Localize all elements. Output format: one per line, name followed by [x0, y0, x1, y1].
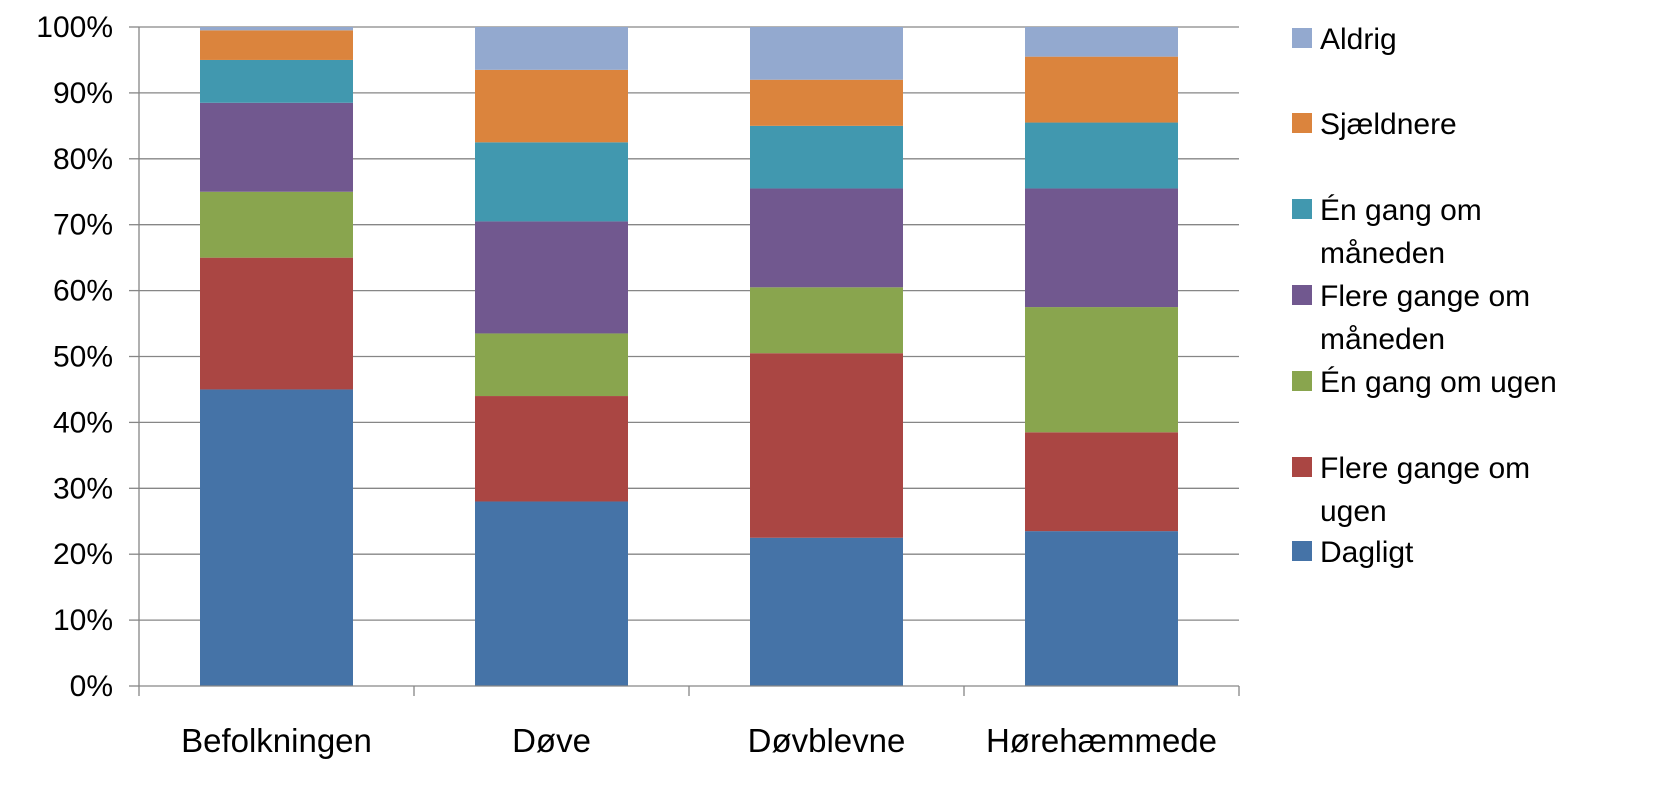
bar-segment-døve-s5 [475, 69, 628, 143]
bar-segment-befolkningen-s5 [200, 30, 353, 60]
bar-segment-befolkningen-s1 [200, 257, 353, 390]
y-tick-label: 70% [53, 209, 113, 242]
bar-segment-døve-s6 [475, 27, 628, 70]
legend-label: ugen [1320, 495, 1387, 528]
bar-segment-hørehæmmede-s3 [1025, 188, 1178, 308]
bar-segment-døve-s2 [475, 333, 628, 397]
y-tick-label: 50% [53, 341, 113, 374]
legend-label: måneden [1320, 237, 1445, 270]
x-tick-label: Hørehæmmede [986, 722, 1217, 759]
bars [200, 27, 1178, 686]
y-tick-label: 80% [53, 143, 113, 176]
bar-segment-hørehæmmede-s4 [1025, 122, 1178, 189]
bar-segment-døvblevne-s3 [750, 188, 903, 288]
x-tick-label: Døvblevne [748, 722, 906, 759]
y-tick-label: 20% [53, 538, 113, 571]
legend-swatch [1292, 113, 1312, 133]
legend: Aldrig Sjældnere Én gang om måneden Flere ga… [1292, 23, 1557, 569]
bar-segment-befolkningen-s2 [200, 191, 353, 258]
bar-segment-befolkningen-s6 [200, 27, 353, 31]
bar-segment-døvblevne-s6 [750, 27, 903, 80]
bar-segment-hørehæmmede-s5 [1025, 56, 1178, 123]
legend-label: Dagligt [1320, 536, 1414, 569]
y-tick-label: 90% [53, 77, 113, 110]
bar-segment-døve-s0 [475, 501, 628, 686]
bar-segment-døvblevne-s2 [750, 287, 903, 354]
legend-swatch [1292, 541, 1312, 561]
bar-segment-døve-s4 [475, 142, 628, 222]
y-tick-label: 30% [53, 472, 113, 505]
legend-label: Én gang om [1320, 194, 1482, 227]
y-tick-label: 0% [70, 670, 113, 703]
legend-label: Flere gange om [1320, 452, 1530, 485]
bar-segment-hørehæmmede-s6 [1025, 27, 1178, 57]
y-tick-label: 40% [53, 406, 113, 439]
legend-label: måneden [1320, 323, 1445, 356]
legend-swatch [1292, 457, 1312, 477]
axes: 0% 10% 20% 30% 40% 50% 60% 70% 80% 90% 100% Befolkn… [36, 11, 1240, 759]
y-tick-label: 60% [53, 275, 113, 308]
x-tick-label: Døve [512, 722, 591, 759]
bar-segment-døve-s1 [475, 396, 628, 502]
legend-swatch [1292, 28, 1312, 48]
legend-label: Sjældnere [1320, 108, 1457, 141]
legend-swatch [1292, 371, 1312, 391]
bar-segment-døvblevne-s1 [750, 353, 903, 538]
x-tick-label: Befolkningen [181, 722, 372, 759]
bar-segment-hørehæmmede-s1 [1025, 432, 1178, 532]
legend-label: Aldrig [1320, 23, 1397, 56]
bar-segment-døvblevne-s0 [750, 537, 903, 686]
bar-segment-døvblevne-s4 [750, 125, 903, 189]
legend-label: Én gang om ugen [1320, 366, 1557, 399]
y-tick-label: 10% [53, 604, 113, 637]
legend-label: Flere gange om [1320, 280, 1530, 313]
legend-swatch [1292, 285, 1312, 305]
bar-segment-hørehæmmede-s0 [1025, 531, 1178, 686]
bar-segment-hørehæmmede-s2 [1025, 307, 1178, 433]
bar-segment-befolkningen-s0 [200, 389, 353, 686]
bar-segment-døvblevne-s5 [750, 79, 903, 126]
y-tick-label: 100% [36, 11, 113, 44]
bar-segment-befolkningen-s4 [200, 59, 353, 103]
bar-segment-befolkningen-s3 [200, 102, 353, 192]
legend-swatch [1292, 199, 1312, 219]
bar-segment-døve-s3 [475, 221, 628, 334]
